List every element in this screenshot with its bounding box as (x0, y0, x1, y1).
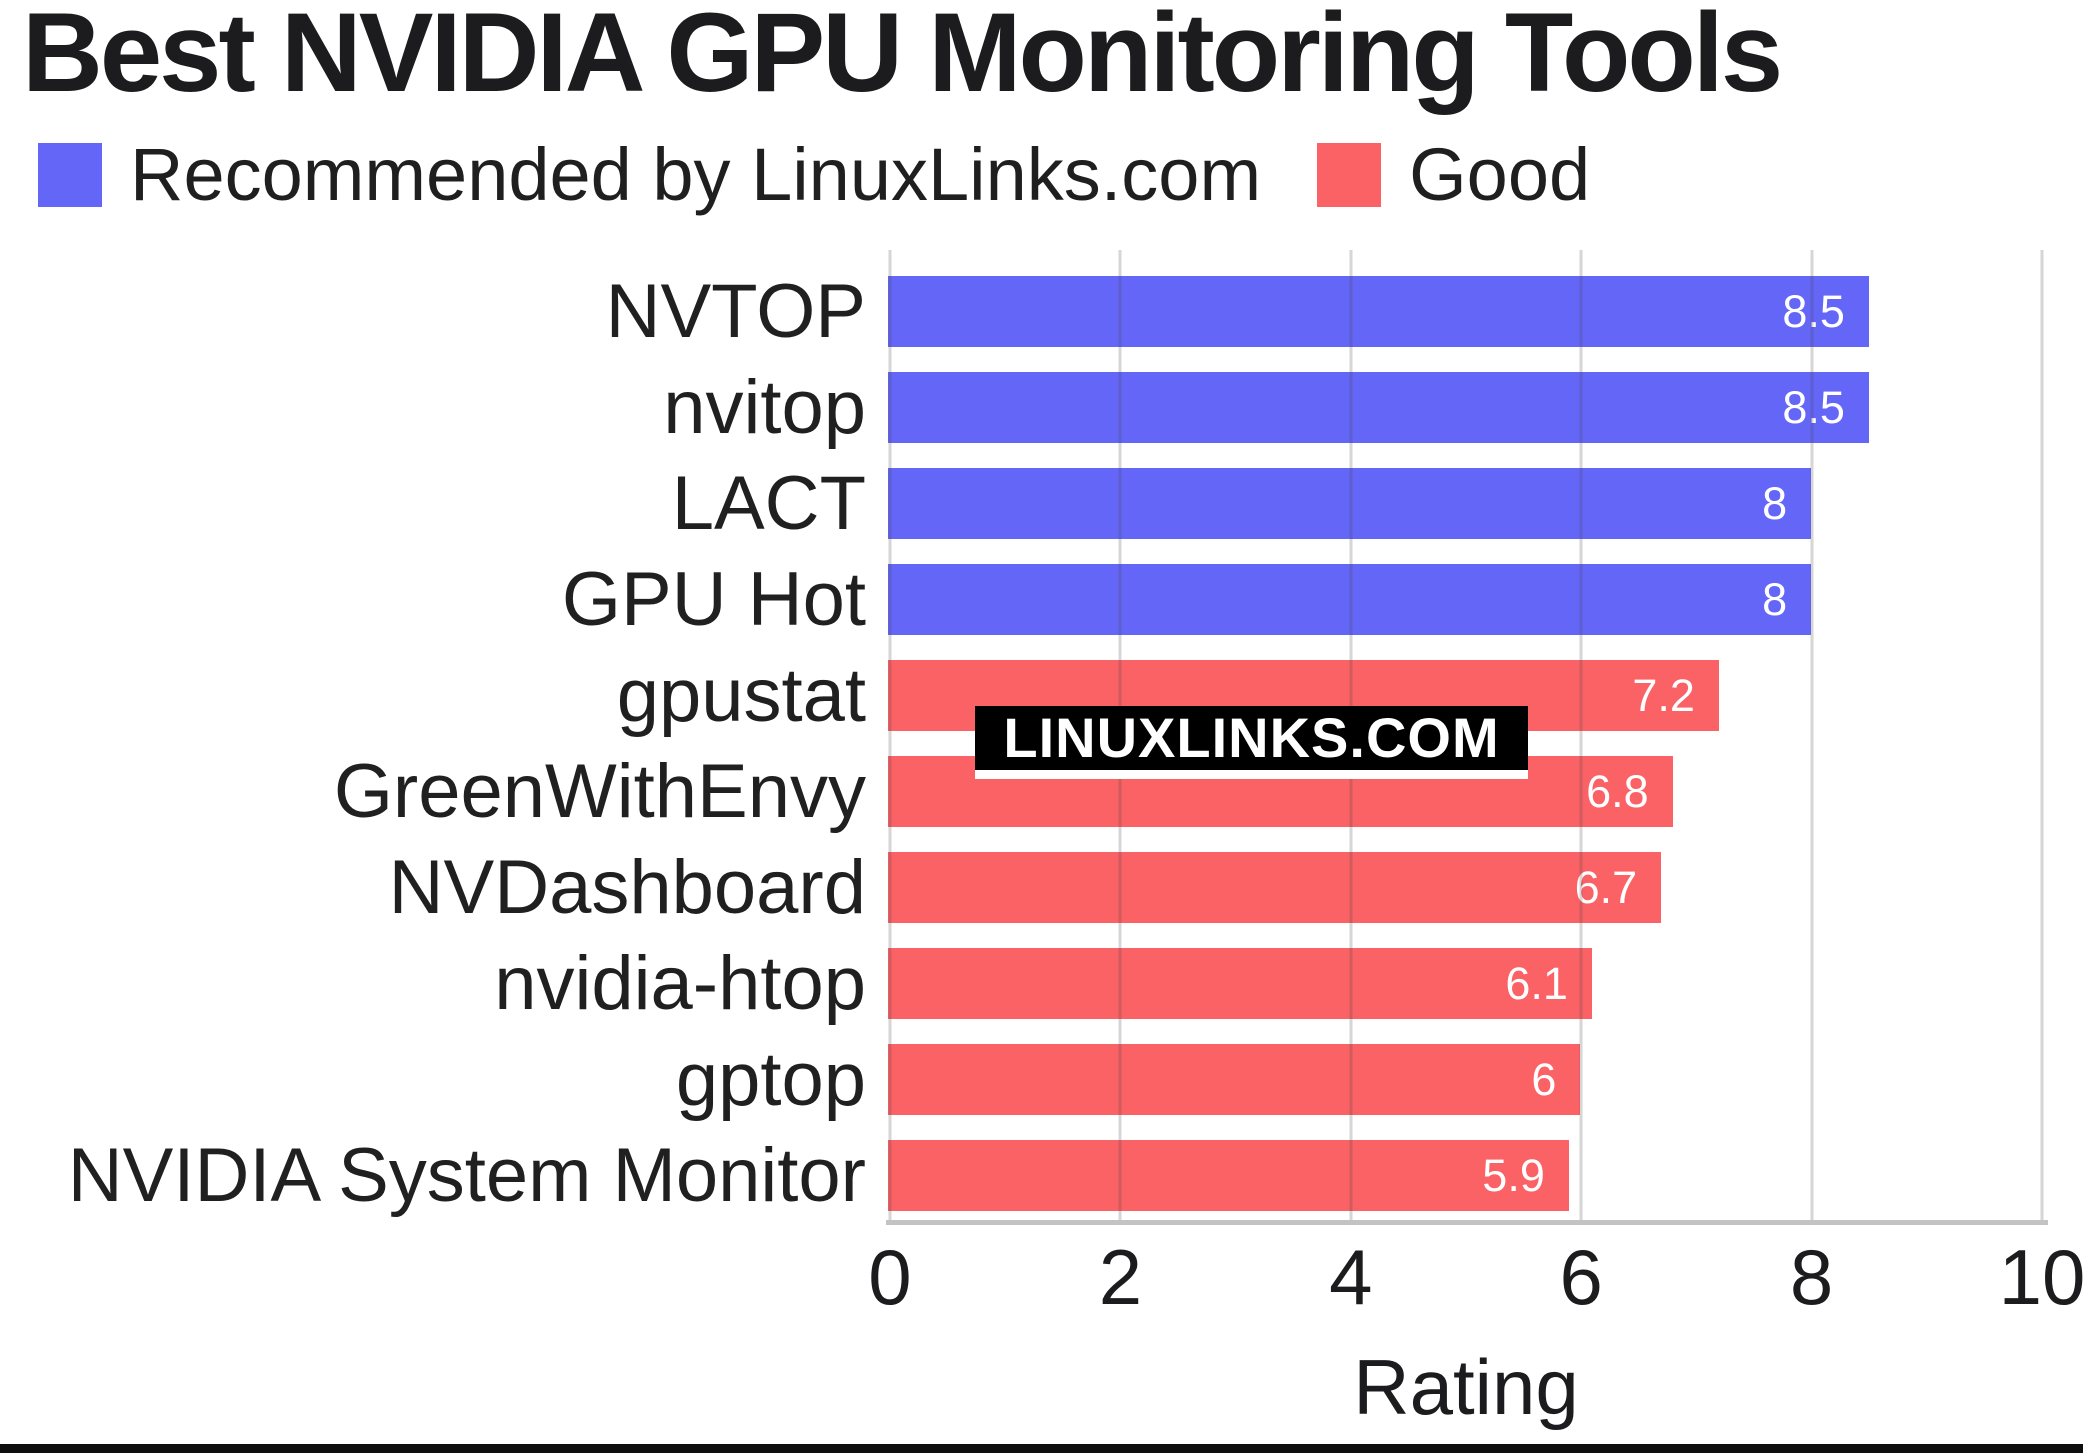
bar-recommended: 8 (888, 564, 1812, 635)
bar-value-label: 6.7 (1574, 862, 1638, 913)
category-label: LACT (671, 461, 866, 546)
x-tick-label: 10 (1998, 1233, 2083, 1321)
bar-rows: NVTOP 8.5 nvitop 8.5 LACT 8 GPU Hot 8 gpustat 7.2… (0, 264, 2042, 1224)
bar-row: NVIDIA System Monitor 5.9 (0, 1128, 2042, 1224)
footer-divider (0, 1444, 2083, 1453)
bar-value-label: 5.9 (1482, 1150, 1545, 1201)
watermark: LINUXLINKS.COM (975, 706, 1528, 779)
category-label: gptop (675, 1037, 866, 1122)
bar-value-label: 8.5 (1782, 382, 1845, 433)
bar-track: 6.7 (888, 840, 2042, 936)
watermark-text: LINUXLINKS.COM (1003, 706, 1500, 769)
chart-title: Best NVIDIA GPU Monitoring Tools (22, 0, 1783, 115)
bar-row: NVTOP 8.5 (0, 264, 2042, 360)
legend-label-good: Good (1409, 133, 1591, 216)
bar-value-label: 6.1 (1505, 958, 1568, 1009)
x-tick-label: 6 (1559, 1233, 1603, 1321)
bar-row: nvitop 8.5 (0, 360, 2042, 456)
bar-good: 6 (888, 1044, 1581, 1115)
bar-good: 6.1 (888, 948, 1592, 1019)
category-label: GreenWithEnvy (333, 749, 866, 834)
category-label: nvitop (663, 365, 866, 450)
bar-value-label: 6.8 (1586, 766, 1649, 817)
legend: Recommended by LinuxLinks.com Good (38, 138, 1590, 212)
x-tick-label: 0 (868, 1233, 912, 1321)
bar-value-label: 8 (1762, 478, 1788, 529)
bar-track: 8 (888, 456, 2042, 552)
bar-track: 8 (888, 552, 2042, 648)
legend-item-recommended: Recommended by LinuxLinks.com (38, 138, 1261, 212)
bar-good: 5.9 (888, 1140, 1569, 1211)
bar-row: LACT 8 (0, 456, 2042, 552)
bar-row: nvidia-htop 6.1 (0, 936, 2042, 1032)
bar-row: NVDashboard 6.7 (0, 840, 2042, 936)
category-label: NVTOP (605, 269, 866, 354)
bar-recommended: 8.5 (888, 372, 1869, 443)
bar-track: 6 (888, 1032, 2042, 1128)
category-label: NVDashboard (388, 845, 866, 930)
legend-swatch-good-icon (1317, 143, 1382, 207)
x-tick-label: 2 (1098, 1233, 1143, 1321)
bar-track: 6.1 (888, 936, 2042, 1032)
category-label: GPU Hot (561, 557, 866, 642)
x-axis-line (886, 1220, 2048, 1225)
bar-good: 6.7 (888, 852, 1662, 923)
legend-swatch-recommended-icon (38, 143, 102, 207)
legend-label-recommended: Recommended by LinuxLinks.com (130, 133, 1262, 216)
bar-value-label: 6 (1531, 1054, 1557, 1105)
category-label: NVIDIA System Monitor (67, 1133, 866, 1218)
x-tick-label: 8 (1789, 1233, 1834, 1321)
bar-track: 8.5 (888, 264, 2042, 360)
x-axis-title: Rating (1353, 1343, 1579, 1431)
bar-track: 8.5 (888, 360, 2042, 456)
bar-row: GPU Hot 8 (0, 552, 2042, 648)
bar-recommended: 8.5 (888, 276, 1869, 347)
bar-value-label: 8 (1762, 574, 1788, 625)
x-tick-label: 4 (1329, 1233, 1373, 1321)
legend-item-good: Good (1317, 138, 1590, 212)
category-label: gpustat (616, 653, 866, 738)
bar-row: gptop 6 (0, 1032, 2042, 1128)
category-label: nvidia-htop (494, 941, 866, 1026)
bar-track: 5.9 (888, 1128, 2042, 1224)
bar-recommended: 8 (888, 468, 1812, 539)
bar-value-label: 8.5 (1782, 286, 1845, 337)
bar-value-label: 7.2 (1632, 670, 1695, 721)
